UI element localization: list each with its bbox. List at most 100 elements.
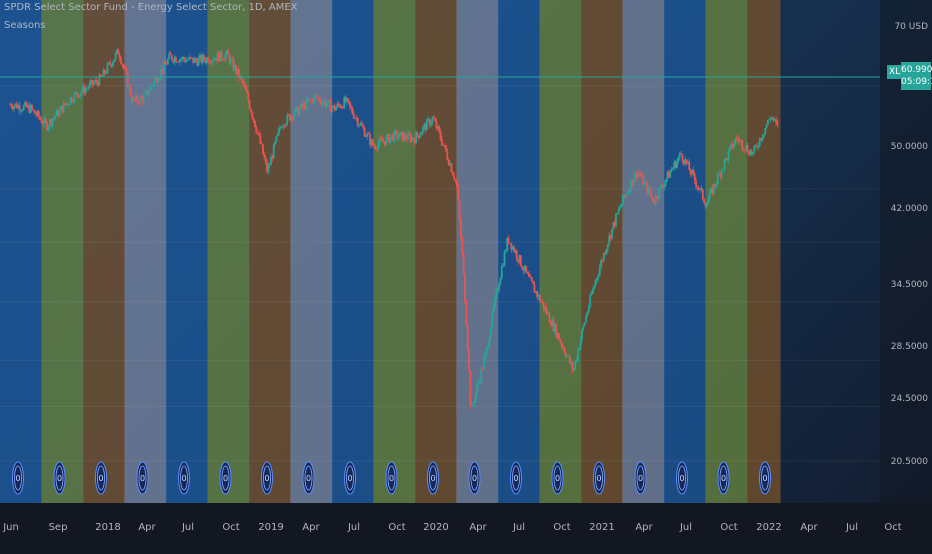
- candle-body: [102, 69, 105, 77]
- candle-body: [753, 145, 756, 153]
- candle-body: [538, 294, 541, 302]
- candle-body: [760, 138, 763, 141]
- candle-body: [393, 130, 396, 142]
- candle-body: [116, 49, 118, 54]
- candle-body: [166, 58, 169, 65]
- candle-body: [612, 222, 615, 229]
- candle-body: [579, 339, 582, 349]
- price-axis-label: 34.5000: [891, 280, 928, 290]
- season-marker-inner: [14, 465, 22, 491]
- price-axis-label: 20.5000: [891, 457, 928, 467]
- candle-body: [272, 144, 275, 159]
- candle-body: [394, 130, 397, 132]
- candle-body: [577, 350, 579, 361]
- candle-body: [644, 181, 647, 183]
- candle-body: [157, 80, 160, 83]
- candle-body: [229, 58, 232, 63]
- candle-body: [247, 92, 250, 101]
- candle-body: [320, 101, 323, 105]
- candle-body: [627, 190, 630, 195]
- candle-body: [722, 169, 725, 170]
- candle-body: [84, 88, 87, 94]
- candle-body: [324, 100, 327, 107]
- candle-body: [397, 136, 400, 139]
- candle-body: [447, 159, 450, 166]
- candle-body: [152, 85, 155, 87]
- candle-body: [335, 107, 337, 111]
- candle-body: [556, 333, 559, 338]
- grid-lines: [0, 85, 880, 462]
- candle-body: [358, 125, 361, 127]
- candle-body: [693, 173, 696, 181]
- candle-body: [405, 138, 408, 140]
- season-marker-inner: [429, 465, 437, 491]
- season-band-spring: [41, 0, 84, 503]
- chart-title[interactable]: SPDR Select Sector Fund - Energy Select …: [4, 2, 298, 13]
- candle-body: [168, 53, 171, 59]
- candle-body: [491, 311, 494, 328]
- candle-body: [541, 302, 544, 304]
- candle-body: [519, 255, 522, 267]
- candle-body: [435, 120, 438, 129]
- candle-body: [346, 98, 348, 102]
- time-axis-panel[interactable]: [0, 503, 932, 550]
- time-axis-label: Jul: [679, 522, 692, 533]
- candle-body: [684, 159, 687, 165]
- candle-body: [180, 59, 183, 60]
- season-band-summer: [581, 0, 623, 503]
- candle-body: [62, 102, 65, 113]
- season-marker: 0: [759, 461, 771, 495]
- season-marker-inner: [512, 465, 520, 491]
- candle-body: [443, 145, 446, 146]
- candle-body: [158, 77, 161, 81]
- candle-body: [575, 360, 578, 362]
- season-band-winter: [0, 0, 42, 503]
- candle-body: [117, 49, 120, 55]
- candle-body: [582, 325, 585, 330]
- candle-body: [69, 97, 72, 105]
- candle-body: [485, 346, 488, 354]
- candle-body: [449, 163, 451, 166]
- candle-body: [581, 329, 583, 340]
- candle-body: [451, 172, 454, 176]
- candle-body: [555, 324, 558, 338]
- candle-body: [191, 57, 193, 59]
- candle-body: [440, 139, 443, 146]
- candle-body: [670, 169, 673, 172]
- price-axis-labels: 70 USD 50.0000 42.0000 34.5000 28.5000 24.500…: [891, 22, 928, 467]
- time-axis-label: 2018: [95, 522, 120, 533]
- candle-body: [59, 105, 62, 110]
- candle-body: [701, 189, 704, 200]
- candle-body: [362, 125, 365, 128]
- time-axis-labels: Jun Sep 2018 Apr Jul Oct 2019 Apr Jul Oct 2020 Apr J…: [2, 522, 902, 533]
- season-marker-inner: [180, 465, 188, 491]
- candle-body: [21, 110, 24, 111]
- candle-body: [153, 80, 156, 86]
- candle-body: [90, 79, 92, 83]
- season-marker-label: 0: [555, 474, 560, 483]
- candle-body: [685, 159, 688, 164]
- candle-body: [244, 84, 247, 90]
- candle-body: [53, 117, 55, 120]
- candle-body: [596, 277, 598, 280]
- candle-body: [193, 58, 196, 63]
- indicator-label[interactable]: Seasons: [4, 20, 46, 31]
- candle-body: [668, 171, 670, 178]
- candle-body: [638, 171, 640, 175]
- candle-body: [681, 154, 684, 161]
- candle-body: [348, 101, 351, 106]
- candle-body: [563, 347, 566, 353]
- candle-body: [654, 196, 657, 204]
- candle-body: [409, 134, 412, 142]
- candle-body: [107, 62, 110, 64]
- candle-body: [221, 58, 224, 60]
- candle-body: [572, 369, 575, 371]
- season-marker: 0: [53, 461, 66, 495]
- candle-body: [475, 392, 477, 402]
- candle-body: [199, 54, 201, 59]
- candle-body: [544, 307, 547, 310]
- candle-body: [696, 186, 699, 188]
- candle-body: [416, 132, 419, 136]
